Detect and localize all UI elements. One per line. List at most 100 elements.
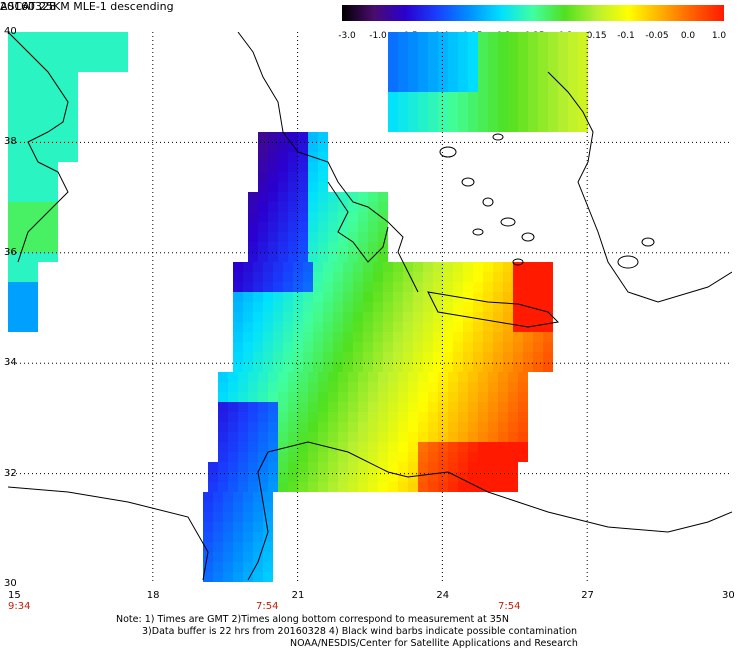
swath-cell	[468, 72, 478, 82]
swath-cell	[323, 312, 333, 322]
swath-cell	[368, 402, 378, 412]
swath-cell	[203, 542, 213, 552]
swath-cell	[288, 372, 298, 382]
swath-cell	[258, 392, 268, 402]
swath-cell	[558, 92, 568, 102]
swath-cell	[428, 452, 438, 462]
swath-cell	[528, 102, 538, 112]
swath-cell	[203, 552, 213, 562]
swath-cell	[488, 402, 498, 412]
swath-cell	[213, 552, 223, 562]
swath-cell	[518, 42, 528, 52]
swath-cell	[498, 422, 508, 432]
swath-cell	[38, 142, 48, 152]
color-scale-label: 1.0	[711, 31, 727, 41]
swath-cell	[228, 432, 238, 442]
swath-cell	[508, 402, 518, 412]
swath-cell	[353, 262, 363, 272]
swath-cell	[328, 442, 338, 452]
swath-cell	[348, 232, 358, 242]
swath-cell	[308, 222, 318, 232]
swath-cell	[258, 182, 268, 192]
swath-cell	[18, 182, 28, 192]
swath-cell	[28, 152, 38, 162]
swath-cell	[523, 292, 533, 302]
swath-cell	[348, 202, 358, 212]
swath-cell	[538, 42, 548, 52]
swath-cell	[318, 252, 328, 262]
swath-cell	[8, 322, 18, 332]
swath-cell	[438, 382, 448, 392]
swath-cell	[273, 322, 283, 332]
swath-cell	[488, 122, 498, 132]
swath-cell	[388, 382, 398, 392]
swath-cell	[278, 242, 288, 252]
swath-cell	[448, 102, 458, 112]
swath-cell	[533, 272, 543, 282]
swath-cell	[473, 352, 483, 362]
swath-cell	[28, 72, 38, 82]
swath-cell	[273, 262, 283, 272]
swath-cell	[488, 92, 498, 102]
swath-cell	[313, 332, 323, 342]
swath-cell	[243, 332, 253, 342]
swath-cell	[508, 82, 518, 92]
swath-cell	[333, 292, 343, 302]
swath-cell	[448, 62, 458, 72]
swath-cell	[208, 472, 218, 482]
swath-cell	[353, 282, 363, 292]
swath-cell	[493, 332, 503, 342]
swath-cell	[408, 402, 418, 412]
swath-cell	[258, 432, 268, 442]
swath-cell	[18, 162, 28, 172]
swath-cell	[378, 382, 388, 392]
swath-cell	[298, 142, 308, 152]
swath-cell	[88, 52, 98, 62]
swath-cell	[528, 82, 538, 92]
swath-cell	[468, 402, 478, 412]
swath-cell	[243, 552, 253, 562]
swath-cell	[213, 512, 223, 522]
swath-cell	[418, 372, 428, 382]
swath-cell	[298, 172, 308, 182]
swath-cell	[58, 112, 68, 122]
swath-cell	[318, 242, 328, 252]
swath-cell	[468, 42, 478, 52]
swath-cell	[303, 302, 313, 312]
swath-cell	[388, 52, 398, 62]
swath-cell	[258, 402, 268, 412]
swath-cell	[248, 452, 258, 462]
swath-cell	[283, 282, 293, 292]
island-outline	[641, 237, 655, 247]
swath-cell	[418, 402, 428, 412]
swath-cell	[538, 62, 548, 72]
swath-cell	[38, 242, 48, 252]
swath-cell	[298, 432, 308, 442]
swath-cell	[268, 482, 278, 492]
swath-cell	[323, 262, 333, 272]
swath-cell	[108, 42, 118, 52]
swath-cell	[518, 452, 528, 462]
swath-cell	[388, 392, 398, 402]
swath-cell	[523, 262, 533, 272]
swath-cell	[493, 312, 503, 322]
swath-cell	[468, 112, 478, 122]
swath-cell	[528, 92, 538, 102]
swath-cell	[498, 62, 508, 72]
swath-cell	[333, 352, 343, 362]
swath-cell	[498, 52, 508, 62]
swath-cell	[418, 32, 428, 42]
swath-cell	[248, 212, 258, 222]
swath-cell	[278, 222, 288, 232]
swath-cell	[48, 32, 58, 42]
swath-cell	[478, 102, 488, 112]
swath-cell	[388, 432, 398, 442]
swath-cell	[508, 32, 518, 42]
swath-cell	[463, 292, 473, 302]
swath-cell	[458, 392, 468, 402]
swath-cell	[448, 422, 458, 432]
swath-cell	[578, 62, 588, 72]
swath-cell	[548, 52, 558, 62]
swath-cell	[248, 412, 258, 422]
swath-cell	[388, 42, 398, 52]
